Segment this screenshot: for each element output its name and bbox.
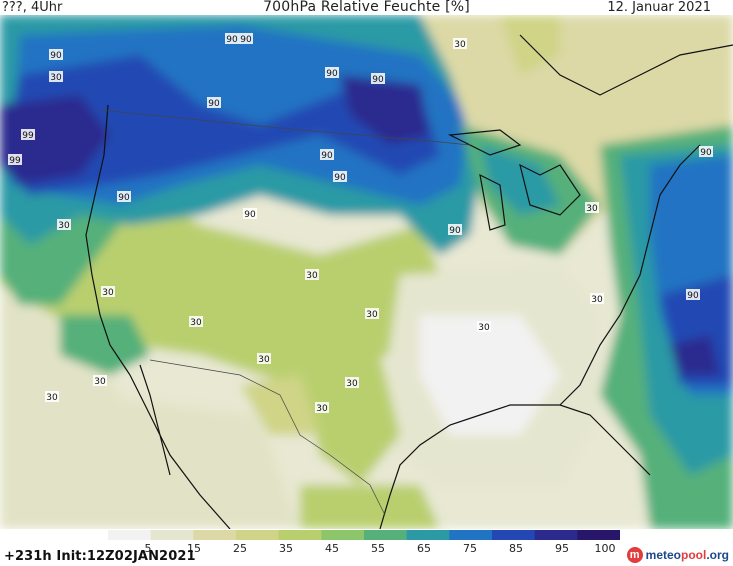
- svg-text:30: 30: [258, 355, 270, 365]
- coastlines: [85, 34, 733, 529]
- color-scale-segment: [278, 530, 322, 540]
- svg-text:30: 30: [454, 40, 466, 50]
- contour-label: 30: [453, 38, 467, 50]
- contour-label: 90: [225, 33, 239, 45]
- svg-text:90: 90: [372, 75, 384, 85]
- color-scale-tick: 100: [594, 542, 616, 555]
- contour-label: 99: [21, 129, 35, 141]
- contour-label: 30: [365, 308, 379, 320]
- svg-text:30: 30: [102, 288, 114, 298]
- svg-text:30: 30: [586, 204, 598, 214]
- contour-label: 90: [333, 171, 347, 183]
- color-scale-tick: 5: [144, 542, 152, 555]
- svg-text:30: 30: [306, 271, 318, 281]
- svg-text:90: 90: [321, 151, 333, 161]
- svg-text:90: 90: [700, 148, 712, 158]
- svg-text:30: 30: [190, 318, 202, 328]
- contour-label: 30: [45, 391, 59, 403]
- color-scale-segment: [406, 530, 450, 540]
- contour-label: 90: [699, 146, 713, 158]
- borders: [99, 109, 471, 516]
- svg-text:90: 90: [326, 69, 338, 79]
- color-scale-tick: 35: [279, 542, 293, 555]
- contour-label: 30: [189, 316, 203, 328]
- meteopool-logo-icon: m: [626, 547, 643, 563]
- humidity-field: [0, 15, 733, 529]
- contour-label: 99: [8, 154, 22, 166]
- color-scale-tick: 25: [233, 542, 247, 555]
- contour-label: 90: [686, 289, 700, 301]
- contour-label: 30: [57, 219, 71, 231]
- color-scale-segment: [150, 530, 194, 540]
- contour-label: 90: [325, 67, 339, 79]
- svg-text:30: 30: [58, 221, 70, 231]
- color-scale-segment: [321, 530, 365, 540]
- contour-label: 90: [117, 191, 131, 203]
- color-scale-segment: [193, 530, 237, 540]
- svg-text:90: 90: [687, 291, 699, 301]
- color-scale-segment: [534, 530, 578, 540]
- contour-label: 30: [477, 321, 491, 333]
- color-scale-tick: 65: [417, 542, 431, 555]
- contour-label: 30: [49, 71, 63, 83]
- contour-label: 30: [585, 202, 599, 214]
- svg-text:30: 30: [50, 73, 62, 83]
- svg-text:30: 30: [316, 404, 328, 414]
- contour-label: 30: [590, 293, 604, 305]
- color-scale-segment: [492, 530, 536, 540]
- color-scale-tick: 55: [371, 542, 385, 555]
- color-scale-tick: 85: [509, 542, 523, 555]
- contour-label: 90: [371, 73, 385, 85]
- contour-label: 90: [49, 49, 63, 61]
- map-title: 700hPa Relative Feuchte [%]: [263, 0, 470, 15]
- contour-label: 90: [320, 149, 334, 161]
- color-scale-bar: [108, 530, 620, 540]
- color-scale-segment: [364, 530, 408, 540]
- svg-text:30: 30: [346, 379, 358, 389]
- meteopool-logo[interactable]: m meteopool.org: [626, 546, 729, 564]
- map-date: 12. Januar 2021: [607, 0, 711, 15]
- region-time-label: ???, 4Uhr: [2, 0, 63, 15]
- svg-text:90: 90: [118, 193, 130, 203]
- svg-text:99: 99: [9, 156, 21, 166]
- svg-text:90: 90: [240, 35, 252, 45]
- svg-text:90: 90: [208, 99, 220, 109]
- svg-text:30: 30: [94, 377, 106, 387]
- svg-text:99: 99: [22, 131, 34, 141]
- svg-text:90: 90: [449, 226, 461, 236]
- svg-text:90: 90: [226, 35, 238, 45]
- svg-text:90: 90: [50, 51, 62, 61]
- svg-text:90: 90: [334, 173, 346, 183]
- forecast-run-info: +231h Init:12Z02JAN2021: [4, 549, 196, 564]
- color-scale-tick: 75: [463, 542, 477, 555]
- contour-label: 30: [305, 269, 319, 281]
- svg-text:90: 90: [244, 210, 256, 220]
- meteopool-logo-text: meteopool.org: [645, 548, 729, 562]
- color-scale-tick: 45: [325, 542, 339, 555]
- svg-text:30: 30: [46, 393, 58, 403]
- contour-label: 30: [257, 353, 271, 365]
- svg-text:30: 30: [591, 295, 603, 305]
- contour-label: 30: [101, 286, 115, 298]
- color-scale-segment: [108, 530, 152, 540]
- contour-label: 90: [243, 208, 257, 220]
- contour-label: 30: [93, 375, 107, 387]
- color-scale-segment: [236, 530, 280, 540]
- contour-label: 90: [239, 33, 253, 45]
- contour-label: 90: [448, 224, 462, 236]
- contour-label: 30: [345, 377, 359, 389]
- svg-text:30: 30: [478, 323, 490, 333]
- color-scale-tick: 15: [187, 542, 201, 555]
- color-scale-segment: [449, 530, 493, 540]
- contour-label: 30: [315, 402, 329, 414]
- contour-label: 90: [207, 97, 221, 109]
- color-scale-segment: [577, 530, 620, 540]
- color-scale-tick: 95: [555, 542, 569, 555]
- svg-text:30: 30: [366, 310, 378, 320]
